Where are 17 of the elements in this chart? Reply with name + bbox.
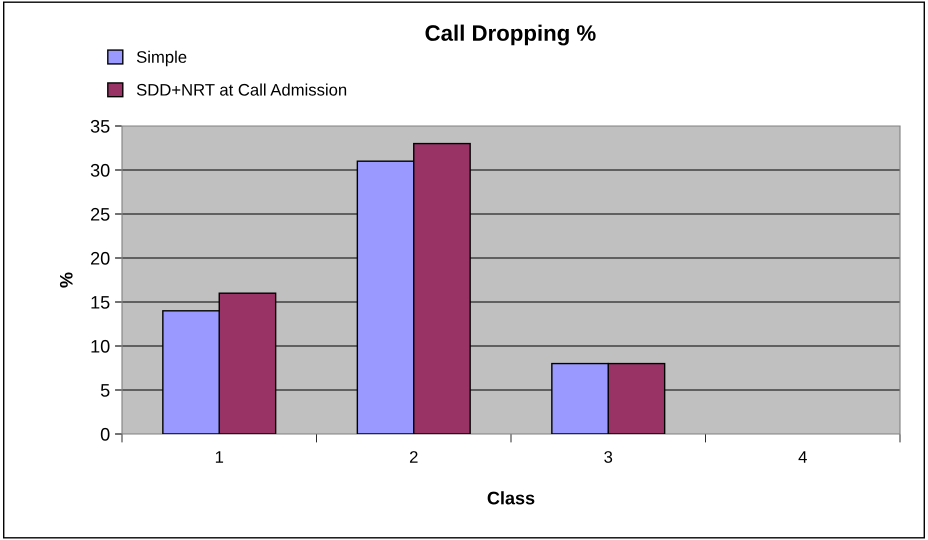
y-tick-label: 15 [91,296,110,309]
x-tick-label: 3 [604,451,612,463]
y-tick-label: 5 [100,384,110,397]
x-tick-label: 2 [410,451,418,463]
y-axis-title: % [60,272,73,288]
y-tick-label: 35 [90,120,110,133]
legend-label: SDD+NRT at Call Admission [136,83,346,96]
y-tick-label: 10 [91,340,110,353]
x-tick-label: 4 [798,451,807,463]
y-tick-label: 20 [91,252,110,265]
y-tick-label: 0 [100,428,110,441]
x-axis-title: Class [488,491,534,504]
y-tick-label: 25 [91,208,110,221]
x-tick-label: 1 [216,451,224,463]
y-tick-label: 30 [90,164,110,177]
chart-title: Call Dropping % [426,24,596,46]
legend-label: Simple [136,50,186,66]
